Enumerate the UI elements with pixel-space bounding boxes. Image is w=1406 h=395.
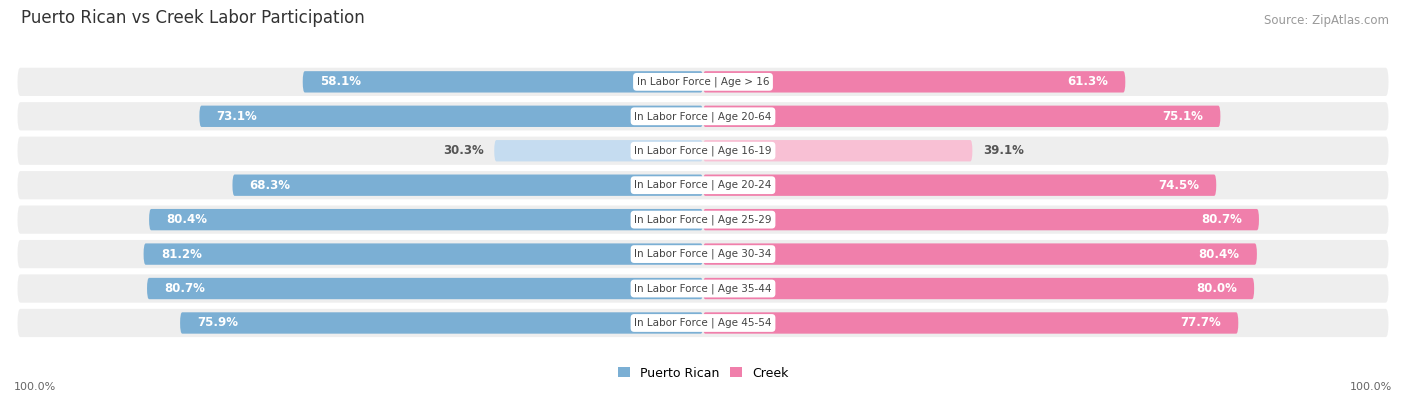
FancyBboxPatch shape <box>703 278 1254 299</box>
Text: In Labor Force | Age 16-19: In Labor Force | Age 16-19 <box>634 145 772 156</box>
FancyBboxPatch shape <box>703 105 1220 127</box>
Text: In Labor Force | Age 45-54: In Labor Force | Age 45-54 <box>634 318 772 328</box>
FancyBboxPatch shape <box>17 205 1389 234</box>
Legend: Puerto Rican, Creek: Puerto Rican, Creek <box>613 362 793 385</box>
FancyBboxPatch shape <box>148 278 703 299</box>
FancyBboxPatch shape <box>17 171 1389 199</box>
Text: 100.0%: 100.0% <box>14 382 56 392</box>
FancyBboxPatch shape <box>703 312 1239 334</box>
Text: In Labor Force | Age > 16: In Labor Force | Age > 16 <box>637 77 769 87</box>
FancyBboxPatch shape <box>302 71 703 92</box>
Text: 77.7%: 77.7% <box>1180 316 1220 329</box>
Text: In Labor Force | Age 35-44: In Labor Force | Age 35-44 <box>634 283 772 294</box>
Text: 75.1%: 75.1% <box>1163 110 1204 123</box>
FancyBboxPatch shape <box>232 175 703 196</box>
Text: Puerto Rican vs Creek Labor Participation: Puerto Rican vs Creek Labor Participatio… <box>21 9 364 26</box>
Text: 73.1%: 73.1% <box>217 110 257 123</box>
Text: 74.5%: 74.5% <box>1159 179 1199 192</box>
Text: In Labor Force | Age 30-34: In Labor Force | Age 30-34 <box>634 249 772 260</box>
Text: 81.2%: 81.2% <box>160 248 201 261</box>
Text: 39.1%: 39.1% <box>983 144 1024 157</box>
Text: 75.9%: 75.9% <box>197 316 239 329</box>
FancyBboxPatch shape <box>143 243 703 265</box>
FancyBboxPatch shape <box>703 71 1125 92</box>
Text: 80.7%: 80.7% <box>1201 213 1241 226</box>
Text: 61.3%: 61.3% <box>1067 75 1108 88</box>
FancyBboxPatch shape <box>200 105 703 127</box>
Text: In Labor Force | Age 20-64: In Labor Force | Age 20-64 <box>634 111 772 122</box>
FancyBboxPatch shape <box>17 68 1389 96</box>
Text: 100.0%: 100.0% <box>1350 382 1392 392</box>
Text: 80.0%: 80.0% <box>1197 282 1237 295</box>
FancyBboxPatch shape <box>703 140 973 162</box>
FancyBboxPatch shape <box>17 137 1389 165</box>
Text: 58.1%: 58.1% <box>321 75 361 88</box>
Text: 80.7%: 80.7% <box>165 282 205 295</box>
Text: 80.4%: 80.4% <box>1199 248 1240 261</box>
FancyBboxPatch shape <box>17 240 1389 268</box>
Text: Source: ZipAtlas.com: Source: ZipAtlas.com <box>1264 14 1389 26</box>
FancyBboxPatch shape <box>495 140 703 162</box>
Text: In Labor Force | Age 20-24: In Labor Force | Age 20-24 <box>634 180 772 190</box>
FancyBboxPatch shape <box>703 175 1216 196</box>
FancyBboxPatch shape <box>149 209 703 230</box>
FancyBboxPatch shape <box>17 102 1389 130</box>
FancyBboxPatch shape <box>17 309 1389 337</box>
Text: 30.3%: 30.3% <box>443 144 484 157</box>
FancyBboxPatch shape <box>17 275 1389 303</box>
FancyBboxPatch shape <box>180 312 703 334</box>
Text: In Labor Force | Age 25-29: In Labor Force | Age 25-29 <box>634 214 772 225</box>
Text: 80.4%: 80.4% <box>166 213 207 226</box>
Text: 68.3%: 68.3% <box>250 179 291 192</box>
FancyBboxPatch shape <box>703 243 1257 265</box>
FancyBboxPatch shape <box>703 209 1258 230</box>
